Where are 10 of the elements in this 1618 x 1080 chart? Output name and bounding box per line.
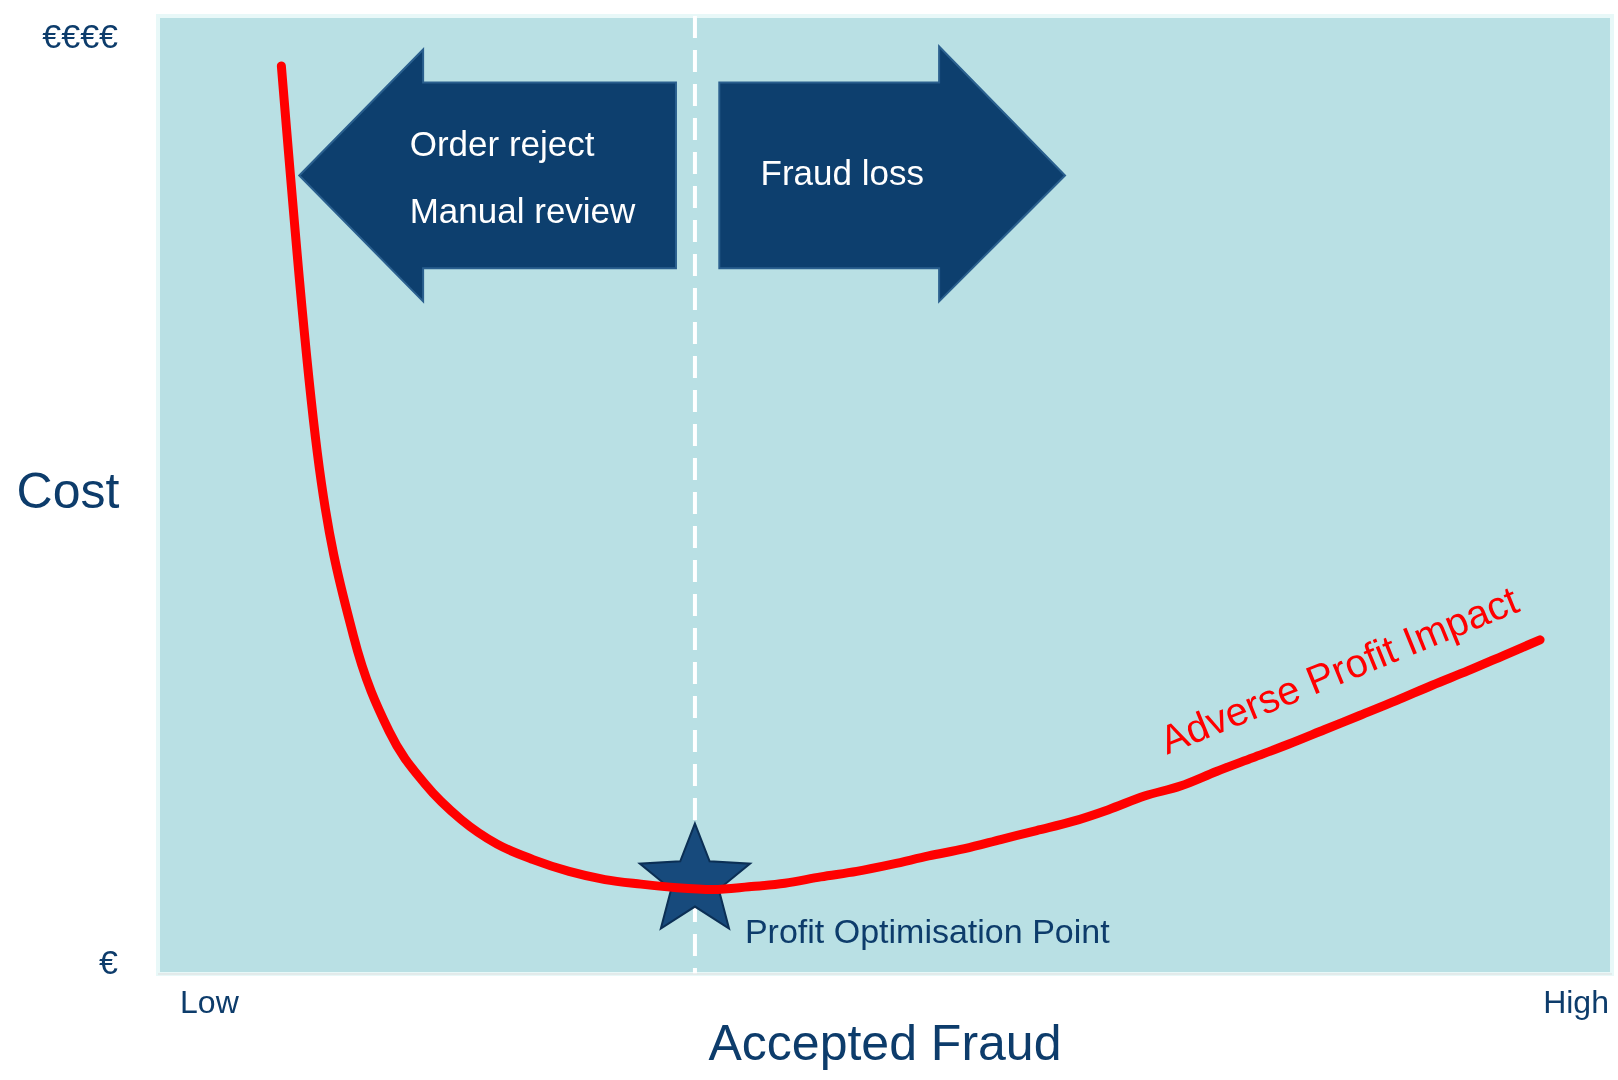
x-axis-title: Accepted Fraud	[708, 1015, 1062, 1071]
text: €€€€	[42, 17, 119, 56]
annotation: Fraud loss	[760, 152, 924, 192]
x-tick-label: High	[1543, 983, 1609, 1020]
annotation: Profit Optimisation Point	[744, 911, 1111, 950]
annotation: Order reject	[409, 123, 595, 163]
x-tick-label: Low	[180, 983, 240, 1020]
annotation: Manual review	[409, 190, 637, 230]
y-axis-title: Cost	[16, 463, 120, 520]
text: €	[99, 942, 119, 981]
